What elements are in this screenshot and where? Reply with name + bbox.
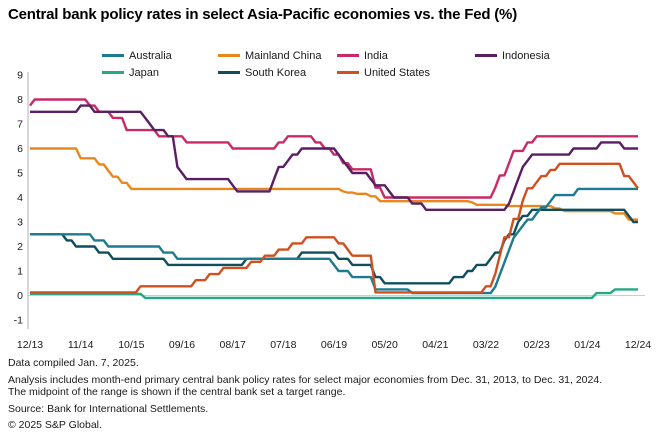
x-tick-label: 12/24 xyxy=(625,339,651,351)
x-tick-label: 07/18 xyxy=(270,339,296,351)
y-tick-label: 1 xyxy=(17,266,23,278)
series-line-japan xyxy=(30,288,638,300)
y-tick-label: 2 xyxy=(17,241,23,253)
mainland-china-line-swatch xyxy=(218,54,240,57)
footnote-source: Source: Bank for International Settlemen… xyxy=(8,402,209,415)
legend-label-mainland-china: Mainland China xyxy=(245,49,322,62)
y-tick-label: 8 xyxy=(17,94,23,106)
legend-label-australia: Australia xyxy=(129,49,172,62)
footnotes: Data compiled Jan. 7, 2025. Analysis inc… xyxy=(8,357,656,432)
series-line-united-states xyxy=(30,162,639,294)
legend-item-south-korea: South Korea xyxy=(218,66,306,79)
series-line-south-korea xyxy=(30,208,638,285)
x-tick-label: 04/21 xyxy=(422,339,448,351)
y-tick-label: 5 xyxy=(17,168,23,180)
legend-item-mainland-china: Mainland China xyxy=(218,49,321,62)
x-tick-label: 01/24 xyxy=(574,339,600,351)
x-tick-label: 09/16 xyxy=(169,339,195,351)
y-tick-label: -1 xyxy=(14,315,23,327)
x-tick-label: 08/17 xyxy=(220,339,246,351)
x-tick-label: 12/13 xyxy=(17,339,43,351)
x-tick-label: 05/20 xyxy=(372,339,398,351)
legend-label-united-states: United States xyxy=(364,66,431,79)
series-line-india xyxy=(29,98,638,199)
india-line-swatch xyxy=(337,54,359,57)
australia-line-swatch xyxy=(102,54,124,57)
x-tick-label: 06/19 xyxy=(321,339,347,351)
y-tick-label: 9 xyxy=(17,70,23,82)
indonesia-line-swatch xyxy=(475,54,497,57)
united-states-line-swatch xyxy=(337,71,359,74)
legend-item-australia: Australia xyxy=(102,49,172,62)
legend-label-india: India xyxy=(364,49,388,62)
legend-label-indonesia: Indonesia xyxy=(502,49,550,62)
footnote-analysis-line2: The midpoint of the range is shown if th… xyxy=(8,386,346,398)
legend: Australia Mainland China India Indonesia Jap… xyxy=(0,0,660,90)
x-tick-label: 02/23 xyxy=(524,339,550,351)
y-tick-label: 4 xyxy=(17,192,23,204)
series-line-indonesia xyxy=(30,104,638,212)
footnote-compiled: Data compiled Jan. 7, 2025. xyxy=(8,357,139,369)
legend-label-japan: Japan xyxy=(129,66,159,79)
legend-label-south-korea: South Korea xyxy=(245,66,307,79)
x-tick-label: 11/14 xyxy=(68,339,94,351)
legend-item-indonesia: Indonesia xyxy=(475,49,550,62)
south-korea-line-swatch xyxy=(218,71,240,74)
y-tick-label: 3 xyxy=(17,217,23,229)
series-line-mainland-china xyxy=(30,147,638,221)
y-tick-label: 6 xyxy=(17,143,23,155)
x-tick-label: 10/15 xyxy=(118,339,144,351)
footnote-copyright: © 2025 S&P Global. xyxy=(8,419,102,431)
legend-item-india: India xyxy=(337,49,388,62)
y-tick-label: 0 xyxy=(17,290,23,302)
japan-line-swatch xyxy=(102,71,124,74)
footnote-analysis-line1: Analysis includes month-end primary cent… xyxy=(8,373,603,386)
x-tick-label: 03/22 xyxy=(473,339,499,351)
series-line-australia xyxy=(30,187,638,295)
legend-item-united-states: United States xyxy=(337,66,430,79)
y-tick-label: 7 xyxy=(17,119,23,131)
legend-item-japan: Japan xyxy=(102,66,159,79)
chart-title: Central bank policy rates in select Asia… xyxy=(8,6,517,23)
